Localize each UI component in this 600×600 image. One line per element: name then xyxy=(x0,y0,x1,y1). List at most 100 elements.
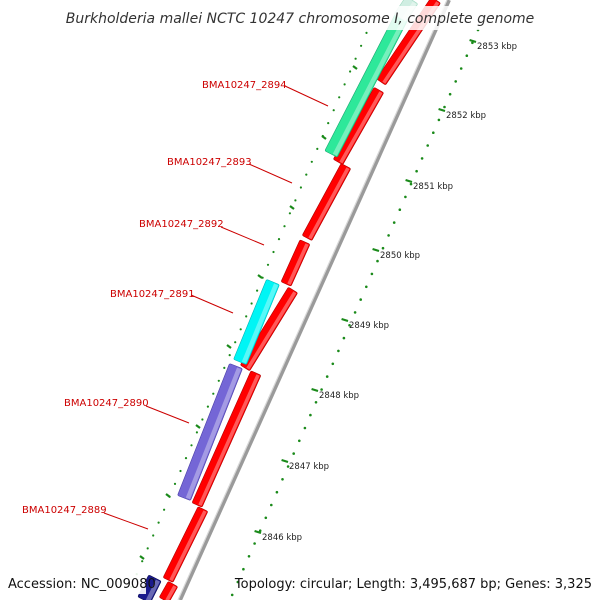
ruler-dot xyxy=(443,105,446,109)
inner-dash xyxy=(257,274,263,279)
ruler-dot xyxy=(230,593,234,597)
navy-feature-shine xyxy=(145,579,160,600)
inner-dot xyxy=(365,31,368,34)
ruler-dot xyxy=(420,157,424,160)
red-gene-5-shine xyxy=(198,374,260,506)
red-gene-1 xyxy=(333,87,384,165)
ruler-dot xyxy=(409,182,413,186)
ruler-dot xyxy=(353,311,357,314)
ruler-dot xyxy=(459,67,463,70)
inner-dot xyxy=(349,70,352,73)
gene-label[interactable]: BMA10247_2891 xyxy=(110,289,195,300)
red-gene-7 xyxy=(159,581,178,600)
inner-dot xyxy=(288,212,291,215)
inner-dot xyxy=(299,186,302,189)
gene-leader-line xyxy=(145,405,190,424)
inner-dot xyxy=(157,521,160,524)
ruler-tick-label: 2847 kbp xyxy=(289,462,329,472)
red-gene-6 xyxy=(163,506,208,583)
inner-dot xyxy=(338,96,341,99)
red-gene-1-shine xyxy=(339,91,383,164)
inner-dot xyxy=(173,482,177,485)
inner-dot xyxy=(163,508,166,511)
inner-dot xyxy=(217,379,220,382)
ruler-tick-label: 2846 kbp xyxy=(262,533,302,543)
red-gene-7-shine xyxy=(165,585,177,600)
inner-dot xyxy=(277,238,281,241)
ruler-dot xyxy=(242,567,245,571)
inner-dash xyxy=(195,424,201,429)
ruler-dot xyxy=(331,362,335,366)
ruler-tick-label: 2848 kbp xyxy=(319,391,359,401)
green-feature xyxy=(324,13,409,157)
cyan-feature-body xyxy=(233,279,280,365)
inner-dash xyxy=(289,205,295,210)
gene-label[interactable]: BMA10247_2893 xyxy=(167,157,252,168)
inner-dot xyxy=(179,469,182,473)
ruler-tick xyxy=(254,529,262,535)
ruler-dot xyxy=(392,221,396,224)
inner-dashes xyxy=(130,31,368,589)
inner-dot xyxy=(212,392,215,395)
inner-dot xyxy=(184,457,188,460)
inner-dot xyxy=(228,354,231,357)
ruler-dot xyxy=(298,439,301,443)
red-gene-3-body xyxy=(281,239,310,287)
ruler-dot xyxy=(286,465,290,468)
topology-background xyxy=(258,572,596,594)
red-gene-4-body xyxy=(240,287,298,371)
ruler-dot xyxy=(258,529,262,532)
inner-dot xyxy=(223,366,226,369)
inner-dot xyxy=(354,57,357,60)
ruler-dot xyxy=(376,259,379,263)
ruler-dot xyxy=(270,503,273,507)
inner-dot xyxy=(360,44,363,47)
ruler-dot xyxy=(320,388,323,391)
gene-label[interactable]: BMA10247_2892 xyxy=(139,219,224,230)
ruler-dot xyxy=(253,542,256,545)
ruler-dot xyxy=(275,490,279,494)
backbone-layer xyxy=(177,0,451,600)
gene-label[interactable]: BMA10247_2890 xyxy=(64,398,149,409)
cyan-feature-shine xyxy=(241,283,279,364)
map-title: Burkholderia mallei NCTC 10247 chromosom… xyxy=(66,11,535,27)
red-gene-5-body xyxy=(192,370,261,508)
ruler-tick xyxy=(311,387,319,393)
accession-text: Accession: NC_009080 xyxy=(8,577,156,592)
ruler-tick xyxy=(281,458,289,464)
ruler-dot xyxy=(236,580,240,584)
ruler-dot xyxy=(292,452,296,455)
inner-dot xyxy=(343,83,346,86)
gene-leader-line xyxy=(190,294,234,314)
backbone-highlight xyxy=(177,0,448,600)
gene-label[interactable]: BMA10247_2894 xyxy=(202,80,287,91)
inner-dash xyxy=(226,344,232,349)
feature-track xyxy=(137,0,418,600)
ruler-tick xyxy=(341,317,349,323)
inner-dash xyxy=(352,65,358,70)
inner-dot xyxy=(245,315,248,318)
inner-dot xyxy=(190,444,193,447)
inner-dot xyxy=(261,276,264,279)
inner-dot xyxy=(327,122,330,125)
ruler-dot xyxy=(398,208,402,211)
inner-dot xyxy=(146,547,149,550)
inner-dot xyxy=(201,418,204,421)
ruler-dot xyxy=(314,401,318,404)
gene-labels: BMA10247_2894 BMA10247_2893 BMA10247_2892 B… xyxy=(22,80,329,530)
ruler-ticks: 2853 kbp 2852 kbp 2851 kbp 2850 kbp 2849 kbp… xyxy=(254,38,517,543)
inner-dot xyxy=(321,134,324,138)
gene-label[interactable]: BMA10247_2889 xyxy=(22,505,107,516)
inner-dot xyxy=(168,495,171,498)
ruler-tick-label: 2851 kbp xyxy=(413,182,453,192)
inner-dot xyxy=(272,250,275,254)
red-gene-2 xyxy=(302,163,351,241)
green-feature-shine xyxy=(332,17,407,156)
red-gene-3-shine xyxy=(287,243,309,285)
inner-dot xyxy=(234,341,237,344)
inner-dot xyxy=(250,302,253,305)
ruler-dot xyxy=(365,285,368,289)
ruler-dot xyxy=(325,375,329,378)
cyan-feature xyxy=(233,279,280,365)
